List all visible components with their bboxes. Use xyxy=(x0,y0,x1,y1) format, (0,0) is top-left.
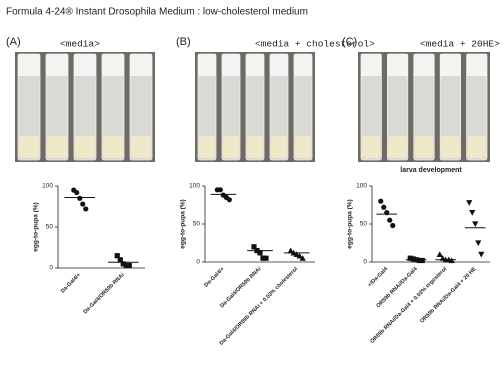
data-point xyxy=(299,255,306,261)
data-point xyxy=(296,252,303,259)
y-tick-label: 100 xyxy=(42,183,53,190)
y-tick-label: 0 xyxy=(363,259,367,266)
data-point xyxy=(260,255,266,261)
data-point xyxy=(448,257,455,264)
data-point xyxy=(217,187,223,193)
y-tick-label: 50 xyxy=(360,221,368,228)
data-point xyxy=(226,197,232,203)
y-axis-label: egg-to-pupa (%) xyxy=(180,199,187,248)
medium xyxy=(19,136,39,158)
data-point xyxy=(381,204,387,210)
medium xyxy=(47,136,67,158)
vial-plug xyxy=(222,54,240,76)
y-tick-label: 0 xyxy=(49,265,53,272)
vial-plug xyxy=(270,54,288,76)
data-point xyxy=(472,221,479,228)
vial-plug xyxy=(294,54,312,76)
medium xyxy=(271,136,287,158)
medium xyxy=(131,136,151,158)
y-tick-label: 0 xyxy=(196,259,200,266)
data-point xyxy=(466,200,473,206)
figure-title: Formula 4-24® Instant Drosophila Medium … xyxy=(6,7,308,18)
data-point xyxy=(123,262,129,269)
data-point xyxy=(287,247,294,254)
y-axis-label: egg-to-pupa (%) xyxy=(347,199,354,248)
y-tick-label: 100 xyxy=(189,183,200,190)
data-point xyxy=(478,251,485,258)
vial-plug xyxy=(102,54,124,76)
y-axis-label: egg-to-pupa (%) xyxy=(33,202,40,251)
data-point xyxy=(80,201,86,207)
data-point xyxy=(263,255,269,261)
photo-caption: <media> xyxy=(60,39,100,50)
chart-title: larva development xyxy=(400,167,462,174)
data-point xyxy=(387,217,393,223)
y-tick-label: 100 xyxy=(356,183,367,190)
data-point xyxy=(475,240,482,247)
panel-label: (B) xyxy=(176,36,191,48)
y-tick-label: 50 xyxy=(193,221,201,228)
panel-label: (C) xyxy=(342,36,357,48)
vial-plug xyxy=(130,54,152,76)
data-point xyxy=(251,244,257,250)
vial-plug xyxy=(440,54,461,76)
medium xyxy=(467,136,486,158)
data-point xyxy=(469,210,476,216)
data-point xyxy=(77,195,83,201)
vial-plug xyxy=(46,54,68,76)
vial-plug xyxy=(18,54,40,76)
photo-caption: <media + cholesterol> xyxy=(255,39,375,50)
data-point xyxy=(74,189,80,196)
vial-plug xyxy=(466,54,487,76)
data-point xyxy=(378,198,384,204)
medium xyxy=(414,136,434,158)
data-point xyxy=(390,222,396,229)
data-point xyxy=(410,256,416,262)
data-point xyxy=(416,257,422,264)
vial-plug xyxy=(387,54,408,76)
medium xyxy=(103,136,123,158)
vial-plug xyxy=(246,54,264,76)
vial-plug xyxy=(361,54,382,76)
vial-plug xyxy=(413,54,435,76)
data-point xyxy=(257,250,263,256)
data-point xyxy=(117,257,123,263)
medium xyxy=(247,136,263,158)
vial-plug xyxy=(74,54,96,76)
data-point xyxy=(407,255,413,261)
medium xyxy=(295,136,311,158)
medium xyxy=(223,136,239,158)
medium xyxy=(441,136,460,158)
medium xyxy=(199,136,215,158)
photo-caption: <media + 20HE> xyxy=(420,39,500,50)
data-point xyxy=(120,261,126,267)
data-point xyxy=(419,257,425,264)
medium xyxy=(388,136,407,158)
data-point xyxy=(126,262,132,269)
medium xyxy=(362,136,381,158)
data-point xyxy=(114,253,120,259)
data-point xyxy=(436,251,443,257)
data-point xyxy=(83,206,89,212)
y-tick-label: 50 xyxy=(46,224,54,231)
panel-label: (A) xyxy=(6,36,21,48)
vial-plug xyxy=(198,54,216,76)
medium xyxy=(75,136,95,158)
